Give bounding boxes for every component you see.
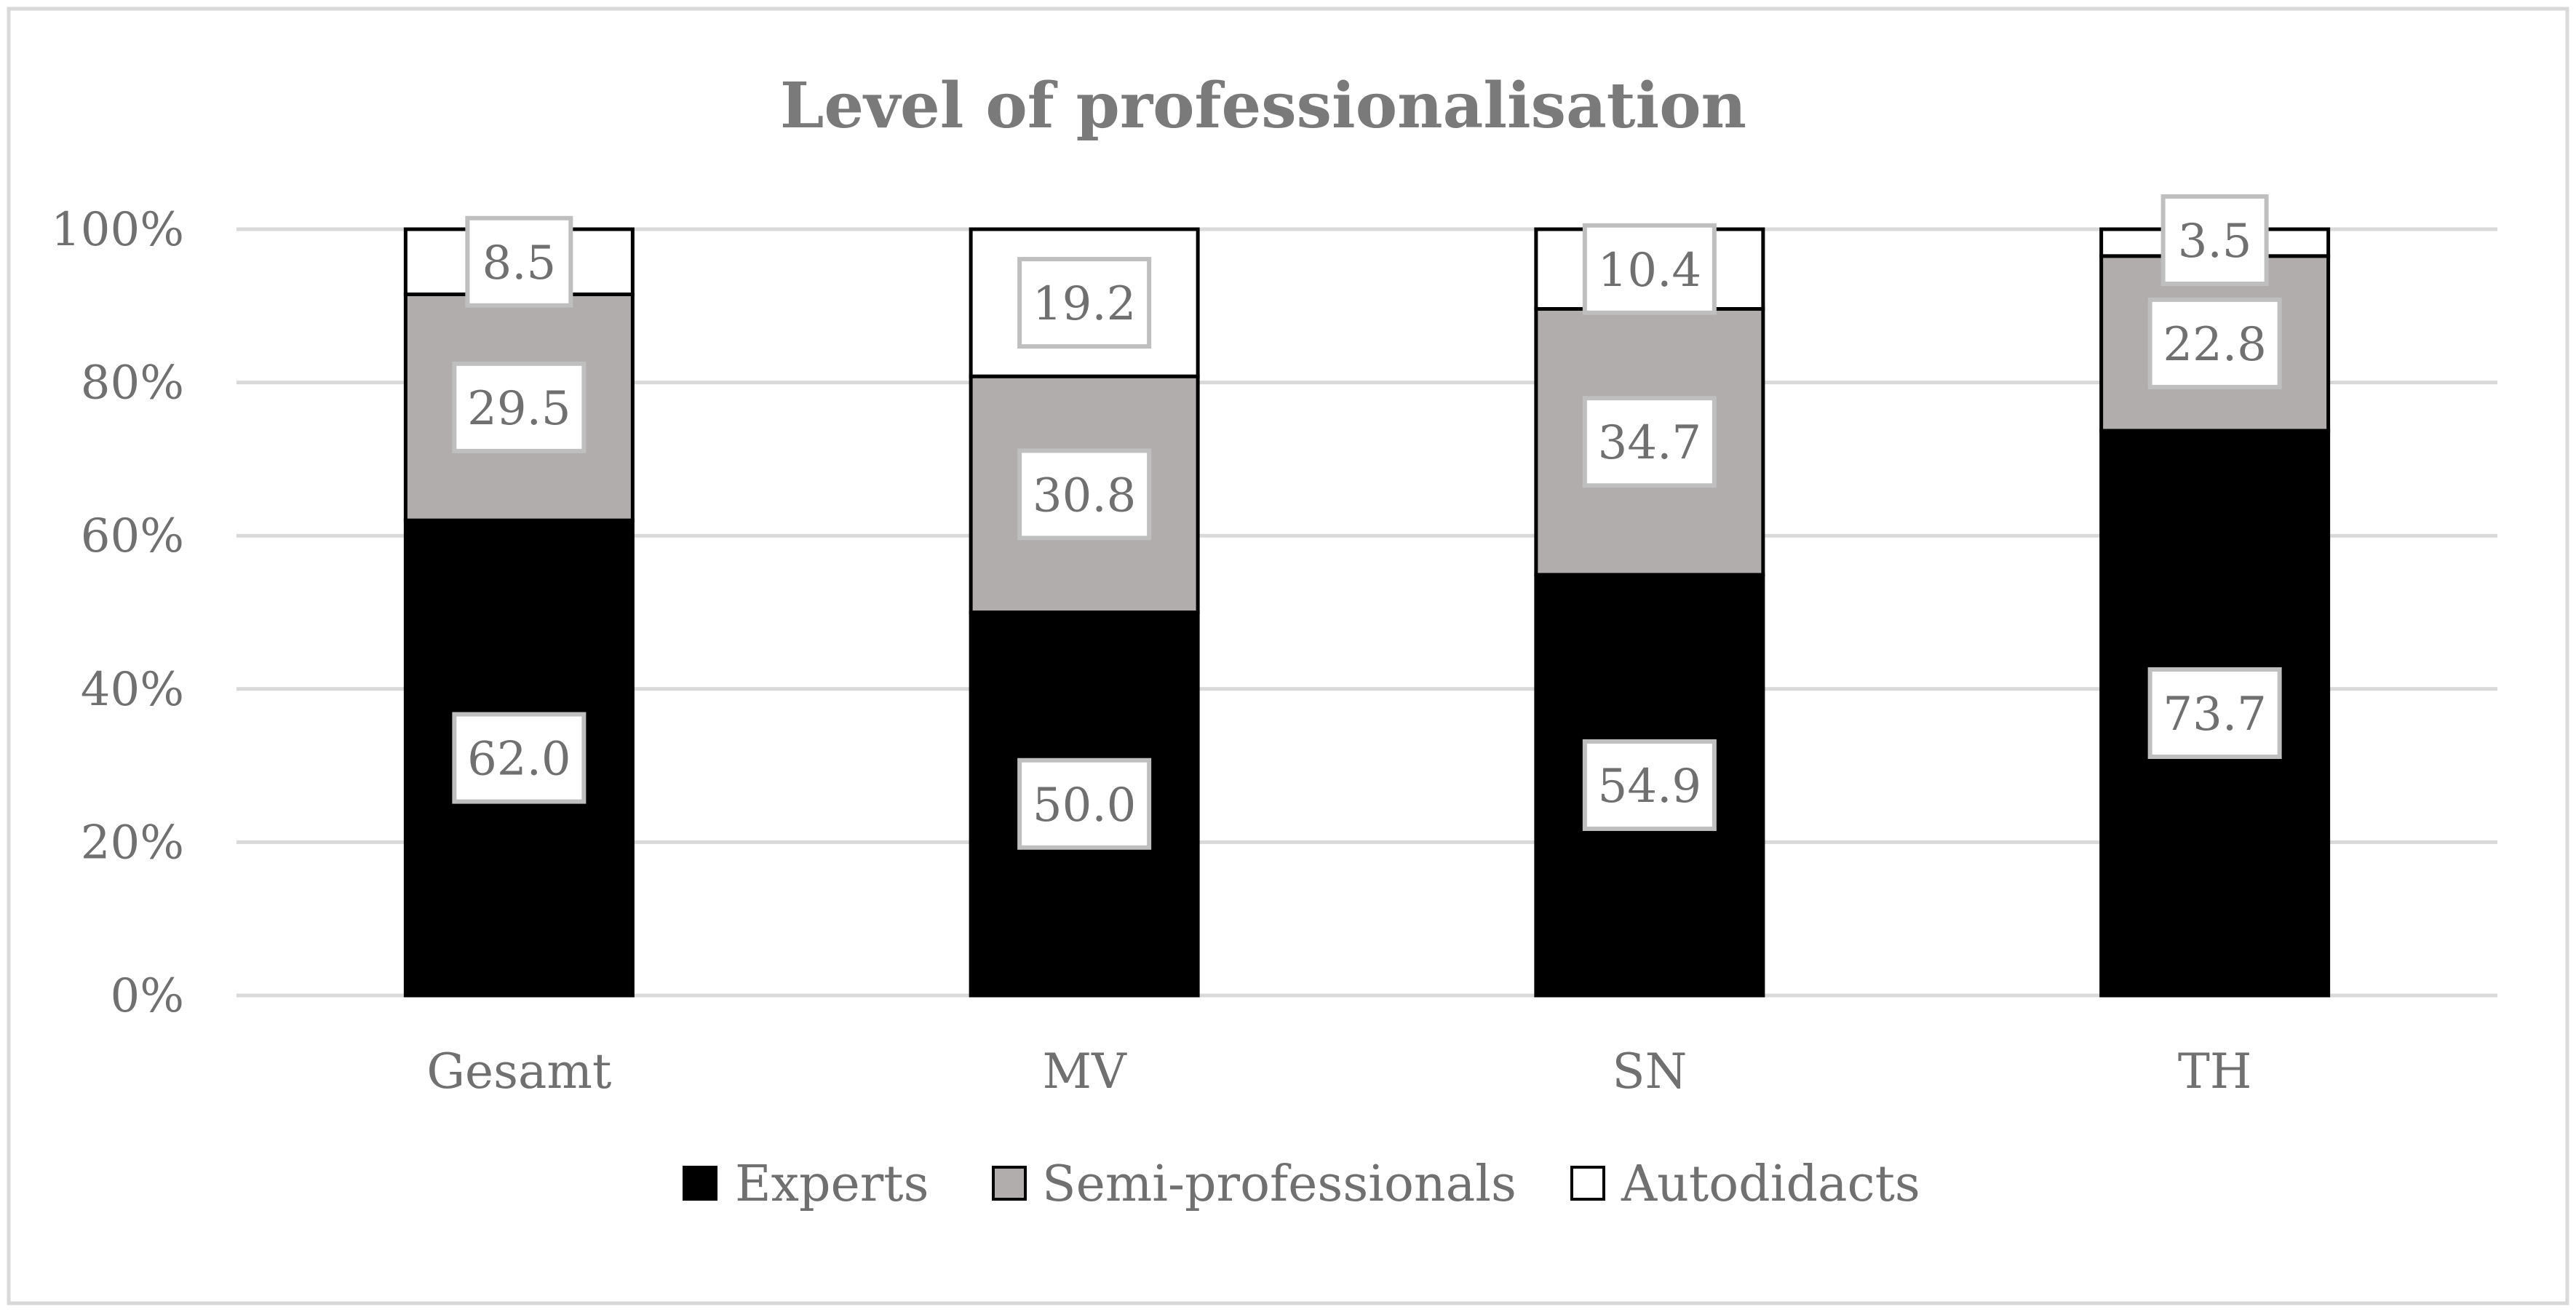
data-label-box xyxy=(2147,667,2282,759)
legend-swatch-autodidacts xyxy=(1570,1166,1605,1201)
data-label-box xyxy=(1017,257,1152,349)
data-label-box xyxy=(452,712,587,804)
chart-title: Level of professionalisation xyxy=(780,69,1746,143)
x-tick-label: MV xyxy=(1043,1043,1128,1100)
data-label: 8.5 xyxy=(482,236,556,290)
data-label-box xyxy=(2147,297,2282,389)
data-label-box xyxy=(1582,223,1717,315)
data-label: 10.4 xyxy=(1598,244,1702,298)
data-label: 54.9 xyxy=(1598,760,1702,814)
data-label: 3.5 xyxy=(2178,215,2252,269)
data-label: 50.0 xyxy=(1033,779,1137,832)
x-tick-label: SN xyxy=(1612,1043,1687,1100)
x-tick-label: TH xyxy=(2178,1043,2252,1100)
x-axis: Gesamt MV SN TH xyxy=(426,1043,2251,1100)
data-labels: 62.0 29.5 8.5 50.0 30.8 19.2 54.9 34.7 10.4 73.7 2… xyxy=(452,194,2282,850)
data-label-box xyxy=(1582,739,1717,831)
legend-swatch-semi-professionals xyxy=(992,1166,1027,1201)
y-tick-label: 40% xyxy=(81,663,184,717)
y-tick-label: 100% xyxy=(51,203,184,257)
data-label: 30.8 xyxy=(1033,469,1137,522)
x-tick-label: Gesamt xyxy=(426,1043,611,1100)
data-label-box xyxy=(1017,448,1152,541)
data-label-box xyxy=(1582,396,1717,488)
legend-swatch-experts xyxy=(683,1166,717,1201)
data-label: 22.8 xyxy=(2163,318,2267,372)
data-label-box xyxy=(452,361,587,453)
y-tick-label: 60% xyxy=(81,509,184,563)
y-tick-label: 20% xyxy=(81,816,184,870)
data-label: 19.2 xyxy=(1033,277,1137,331)
y-tick-label: 0% xyxy=(110,969,184,1023)
data-label-box xyxy=(2160,194,2269,286)
legend-label: Experts xyxy=(735,1156,929,1213)
data-label: 34.7 xyxy=(1598,416,1702,470)
data-label: 62.0 xyxy=(467,733,571,787)
legend: Experts Semi-professionals Autodidacts xyxy=(683,1156,1920,1213)
data-label-box xyxy=(1017,758,1152,850)
data-label: 29.5 xyxy=(467,382,571,436)
y-tick-label: 80% xyxy=(81,357,184,410)
y-axis: 0% 20% 40% 60% 80% 100% xyxy=(51,203,184,1023)
legend-label: Autodidacts xyxy=(1621,1156,1920,1213)
legend-label: Semi-professionals xyxy=(1042,1156,1516,1213)
data-label-box xyxy=(465,215,573,308)
data-label: 73.7 xyxy=(2163,688,2267,742)
